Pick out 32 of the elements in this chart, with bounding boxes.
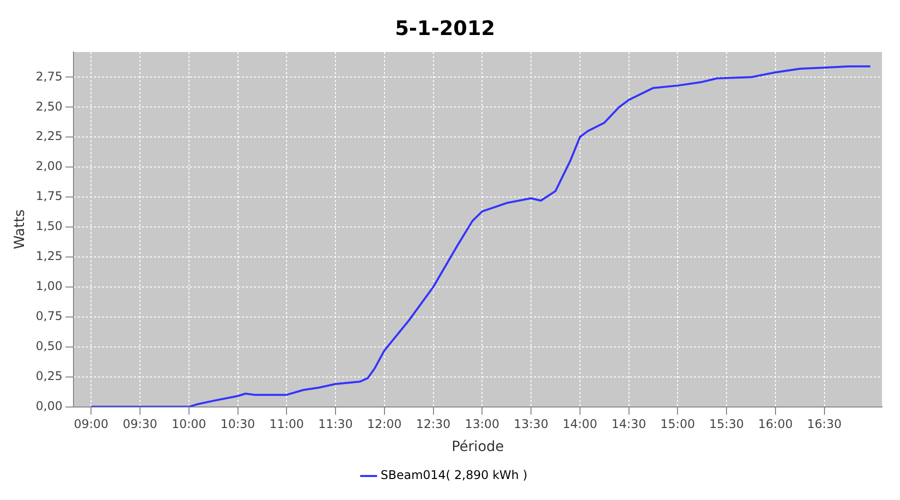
x-tick-label: 13:30	[514, 417, 548, 432]
x-tick-label: 14:30	[612, 417, 646, 432]
x-tick-label: 16:00	[758, 417, 793, 432]
x-tick-label: 09:30	[122, 417, 158, 432]
y-tick-label: 0,75	[36, 309, 63, 324]
y-tick-label: 1,50	[36, 219, 63, 234]
x-tick-label: 13:00	[464, 417, 500, 432]
y-tick-label: 0,25	[36, 368, 63, 383]
legend-label: SBeam014( 2,890 kWh )	[380, 468, 528, 482]
x-tick-label: 11:00	[269, 417, 304, 432]
y-tick-label: 1,75	[36, 189, 63, 204]
y-tick-label: 0,00	[36, 398, 63, 413]
x-tick-label: 14:00	[562, 417, 598, 432]
x-tick-label: 09:00	[74, 417, 108, 432]
y-tick-label: 2,75	[36, 69, 63, 84]
x-tick-label: 12:30	[416, 417, 451, 432]
x-tick-label: 15:00	[660, 417, 695, 432]
x-tick-label: 15:30	[709, 417, 744, 432]
x-tick-label: 10:30	[220, 417, 256, 432]
y-tick-label: 2,00	[36, 159, 63, 174]
y-axis-title: Watts	[12, 209, 28, 250]
y-tick-label: 0,50	[36, 338, 63, 353]
y-tick-label: 2,25	[36, 129, 63, 144]
x-axis-title: Période	[452, 439, 504, 456]
y-tick-label: 1,25	[36, 249, 63, 264]
chart-title: 5-1-2012	[394, 16, 496, 40]
x-tick-label: 12:00	[367, 417, 402, 432]
y-tick-label: 1,00	[36, 279, 63, 294]
x-tick-label: 16:30	[807, 417, 842, 432]
x-tick-label: 11:30	[318, 417, 353, 432]
y-tick-label: 2,50	[36, 99, 63, 114]
x-tick-label: 10:00	[172, 417, 206, 432]
